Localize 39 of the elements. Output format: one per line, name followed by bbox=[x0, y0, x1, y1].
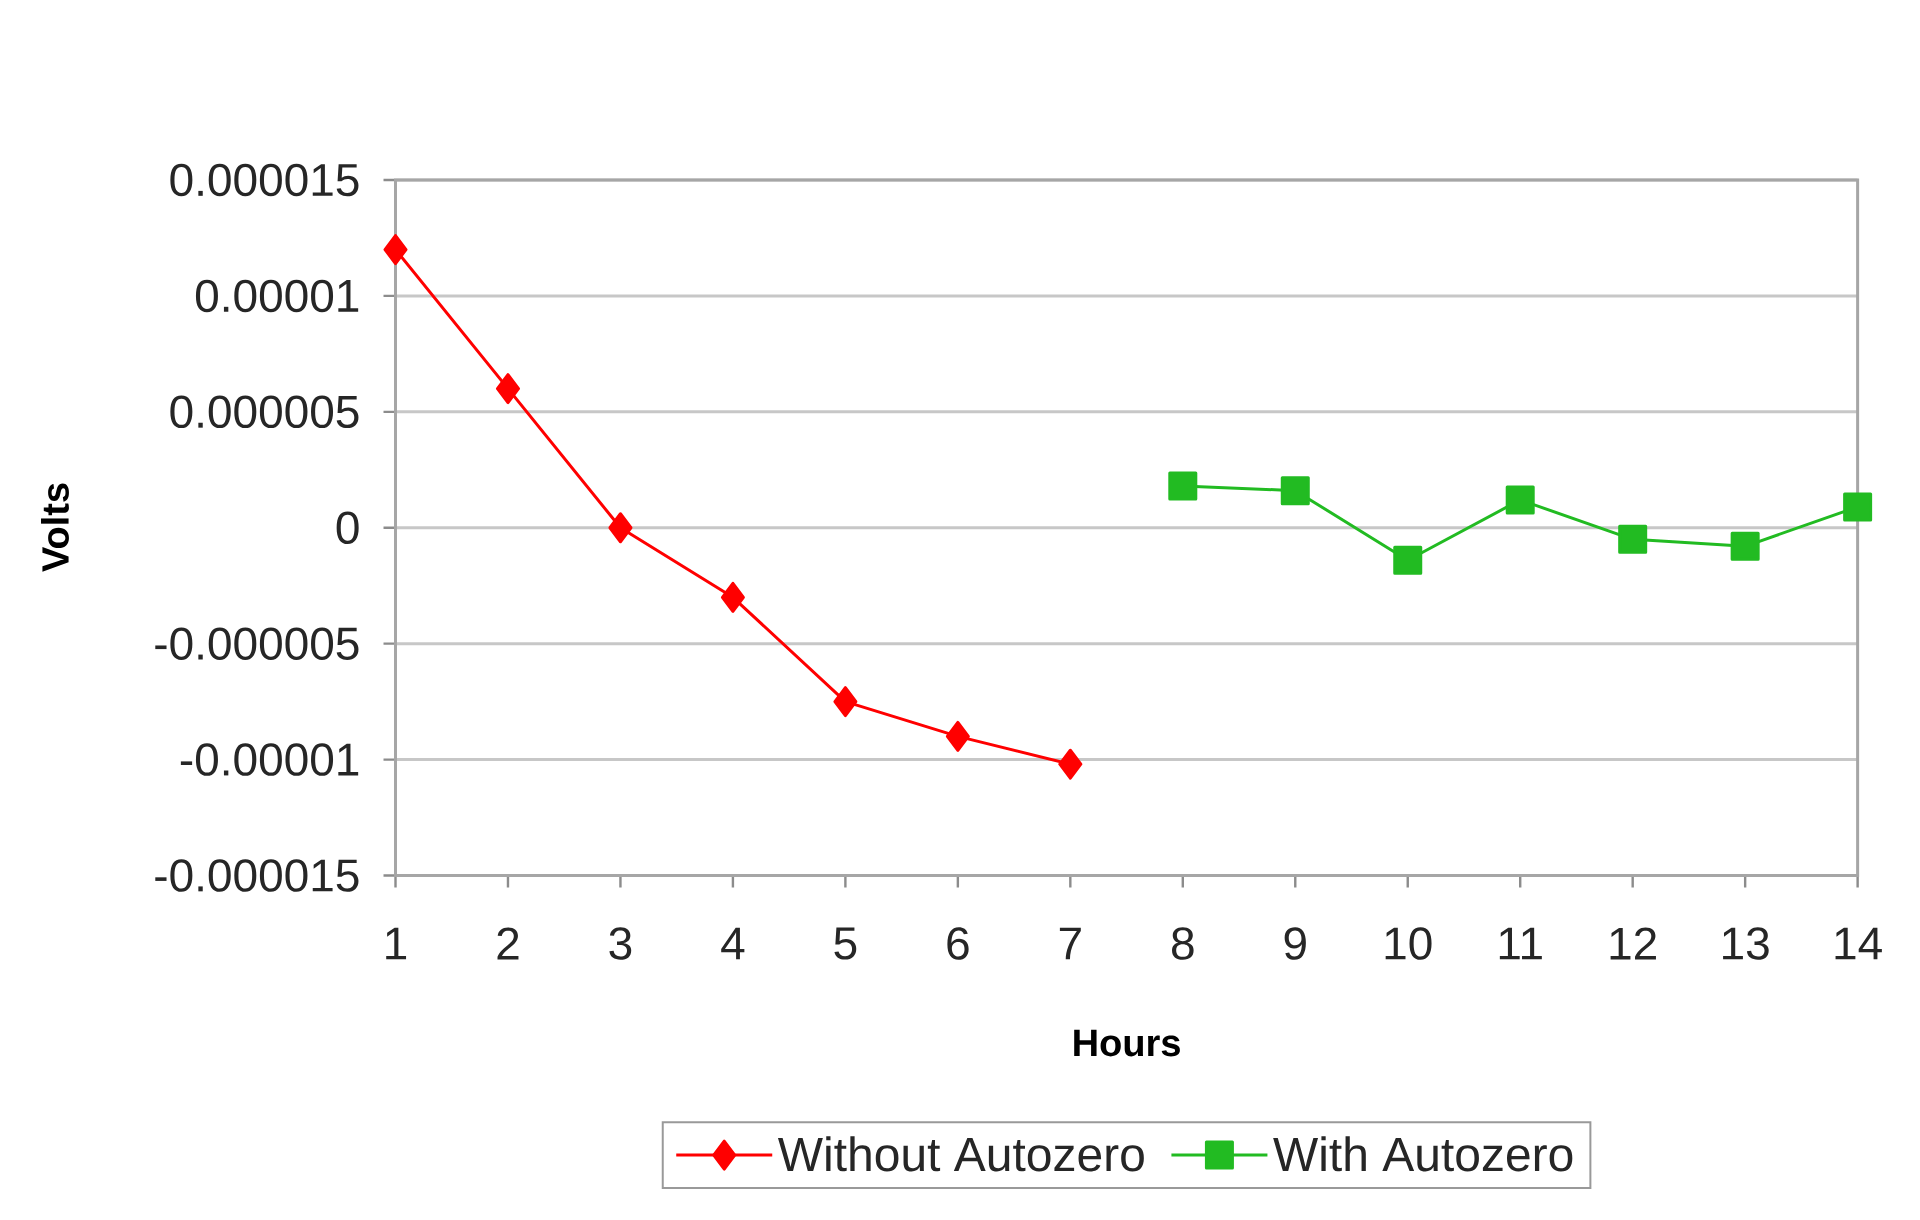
point bbox=[1843, 492, 1873, 522]
point bbox=[383, 234, 408, 266]
point bbox=[1168, 471, 1198, 501]
y-tick-label: 0 bbox=[336, 511, 359, 545]
y-tick-label: -0.000005 bbox=[155, 627, 359, 660]
x-tick-label: 14 bbox=[1835, 927, 1882, 960]
x-tick-label: 9 bbox=[1284, 927, 1306, 960]
x-tick-label: 6 bbox=[947, 927, 969, 960]
x-tick-label: 1 bbox=[386, 927, 407, 960]
point bbox=[1505, 485, 1535, 515]
x-tick-label: 2 bbox=[497, 927, 519, 960]
x-tick-label: 8 bbox=[1172, 927, 1194, 960]
y-tick-label: 0.000015 bbox=[170, 163, 359, 197]
point bbox=[833, 686, 858, 718]
point bbox=[1730, 531, 1760, 561]
point bbox=[1058, 748, 1083, 780]
x-tick-label: 13 bbox=[1723, 927, 1769, 960]
point bbox=[1393, 545, 1423, 575]
x-tick-label: 12 bbox=[1610, 927, 1656, 960]
x-tick-label: 7 bbox=[1059, 927, 1081, 960]
x-tick-label: 3 bbox=[609, 927, 632, 960]
x-tick-label: 5 bbox=[834, 927, 857, 960]
x-tick-label: 4 bbox=[721, 927, 745, 960]
x-tick-label: 11 bbox=[1499, 927, 1542, 960]
point bbox=[1280, 476, 1310, 506]
y-tick-label: -0.000015 bbox=[155, 859, 359, 892]
x-tick-label: 10 bbox=[1385, 927, 1432, 960]
y-axis-title: Volts bbox=[41, 483, 69, 572]
point bbox=[608, 512, 633, 544]
y-tick-label: 0.00001 bbox=[195, 279, 359, 313]
point bbox=[720, 581, 745, 613]
point bbox=[1618, 524, 1648, 554]
legend-label: Without Autozero bbox=[777, 1136, 1144, 1172]
x-axis-title: Hours bbox=[1074, 1029, 1180, 1057]
point bbox=[945, 720, 970, 752]
y-tick-label: 0.000005 bbox=[170, 395, 359, 429]
legend-label: With Autozero bbox=[1273, 1136, 1573, 1172]
point bbox=[495, 373, 520, 405]
y-tick-label: -0.00001 bbox=[180, 743, 359, 776]
